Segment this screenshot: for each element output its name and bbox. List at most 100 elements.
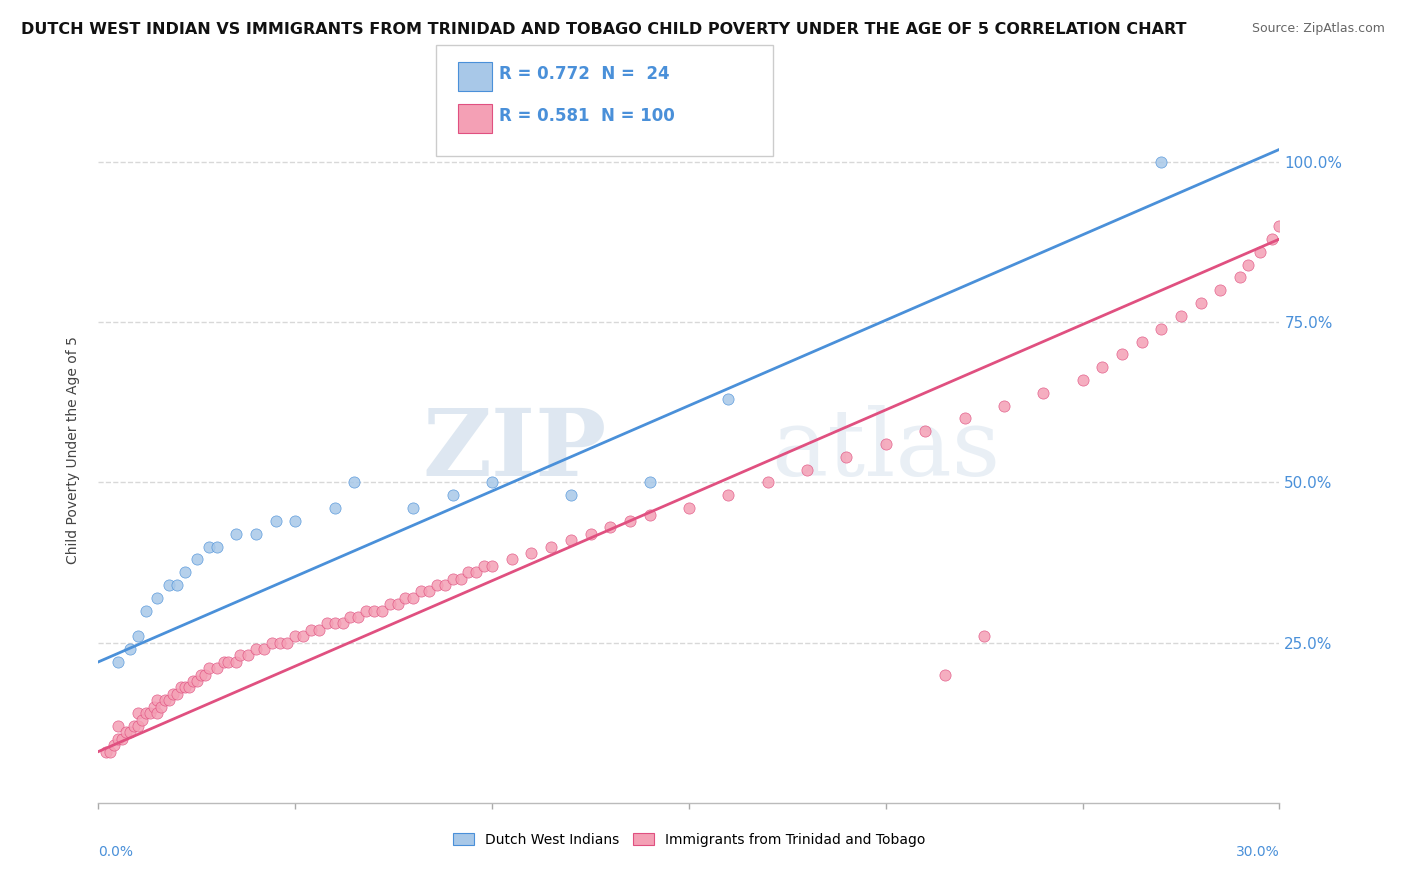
Point bbox=[1189, 296, 1212, 310]
Point bbox=[118, 642, 141, 657]
Point bbox=[264, 514, 287, 528]
Point bbox=[638, 475, 661, 490]
Point bbox=[1150, 155, 1173, 169]
Point bbox=[465, 565, 488, 579]
Text: Source: ZipAtlas.com: Source: ZipAtlas.com bbox=[1251, 22, 1385, 36]
Point bbox=[323, 616, 346, 631]
Point bbox=[411, 584, 433, 599]
Point bbox=[276, 635, 298, 649]
Point bbox=[174, 565, 197, 579]
Point bbox=[135, 604, 157, 618]
Point bbox=[127, 706, 149, 720]
Text: 30.0%: 30.0% bbox=[1236, 845, 1279, 859]
Point bbox=[953, 411, 976, 425]
Point bbox=[457, 565, 479, 579]
Point bbox=[332, 616, 354, 631]
Point bbox=[174, 681, 197, 695]
Point bbox=[135, 706, 157, 720]
Point bbox=[146, 591, 169, 605]
Point bbox=[1237, 258, 1260, 272]
Point bbox=[1111, 347, 1133, 361]
Y-axis label: Child Poverty Under the Age of 5: Child Poverty Under the Age of 5 bbox=[66, 336, 80, 565]
Point bbox=[155, 693, 177, 707]
Point bbox=[138, 706, 160, 720]
Point bbox=[269, 635, 291, 649]
Text: 0.0%: 0.0% bbox=[98, 845, 134, 859]
Point bbox=[181, 674, 204, 689]
Point bbox=[1170, 309, 1192, 323]
Point bbox=[993, 399, 1015, 413]
Point bbox=[98, 745, 121, 759]
Point bbox=[914, 424, 936, 438]
Point bbox=[378, 597, 401, 611]
Point bbox=[441, 572, 464, 586]
Point bbox=[717, 488, 740, 502]
Point bbox=[170, 681, 193, 695]
Point bbox=[1071, 373, 1094, 387]
Point bbox=[796, 463, 818, 477]
Point bbox=[343, 475, 366, 490]
Point bbox=[197, 540, 219, 554]
Point bbox=[678, 501, 700, 516]
Text: atlas: atlas bbox=[772, 406, 1001, 495]
Point bbox=[284, 514, 307, 528]
Point bbox=[1032, 385, 1054, 400]
Text: R = 0.581  N = 100: R = 0.581 N = 100 bbox=[499, 107, 675, 125]
Point bbox=[190, 667, 212, 681]
Point bbox=[186, 552, 208, 566]
Point bbox=[418, 584, 440, 599]
Point bbox=[402, 591, 425, 605]
Point bbox=[217, 655, 239, 669]
Point bbox=[875, 437, 897, 451]
Point bbox=[162, 687, 184, 701]
Point bbox=[1268, 219, 1291, 234]
Point bbox=[1130, 334, 1153, 349]
Point bbox=[107, 655, 129, 669]
Point bbox=[157, 578, 180, 592]
Point bbox=[236, 648, 259, 663]
Point bbox=[520, 546, 543, 560]
Point bbox=[363, 604, 385, 618]
Point bbox=[450, 572, 472, 586]
Point bbox=[177, 681, 200, 695]
Point bbox=[194, 667, 217, 681]
Point bbox=[131, 713, 153, 727]
Point bbox=[107, 719, 129, 733]
Point bbox=[157, 693, 180, 707]
Point bbox=[441, 488, 464, 502]
Point bbox=[717, 392, 740, 407]
Point bbox=[1260, 232, 1282, 246]
Point bbox=[308, 623, 330, 637]
Point bbox=[394, 591, 416, 605]
Point bbox=[1150, 322, 1173, 336]
Point bbox=[115, 725, 138, 739]
Point bbox=[835, 450, 858, 464]
Point bbox=[560, 488, 582, 502]
Point bbox=[1249, 244, 1271, 259]
Point bbox=[1091, 360, 1114, 375]
Point bbox=[225, 655, 247, 669]
Point bbox=[501, 552, 523, 566]
Point bbox=[638, 508, 661, 522]
Point bbox=[146, 706, 169, 720]
Point bbox=[253, 642, 276, 657]
Point bbox=[433, 578, 456, 592]
Point bbox=[481, 558, 503, 573]
Point bbox=[96, 745, 118, 759]
Point bbox=[166, 687, 188, 701]
Point bbox=[579, 526, 602, 541]
Point bbox=[323, 501, 346, 516]
Point bbox=[1209, 283, 1232, 297]
Point bbox=[127, 719, 149, 733]
Point bbox=[205, 540, 228, 554]
Point bbox=[973, 629, 995, 643]
Point bbox=[354, 604, 377, 618]
Point bbox=[111, 731, 134, 746]
Point bbox=[481, 475, 503, 490]
Point bbox=[934, 667, 956, 681]
Point bbox=[197, 661, 219, 675]
Point bbox=[214, 655, 236, 669]
Point bbox=[245, 642, 267, 657]
Point bbox=[150, 699, 173, 714]
Point bbox=[225, 526, 247, 541]
